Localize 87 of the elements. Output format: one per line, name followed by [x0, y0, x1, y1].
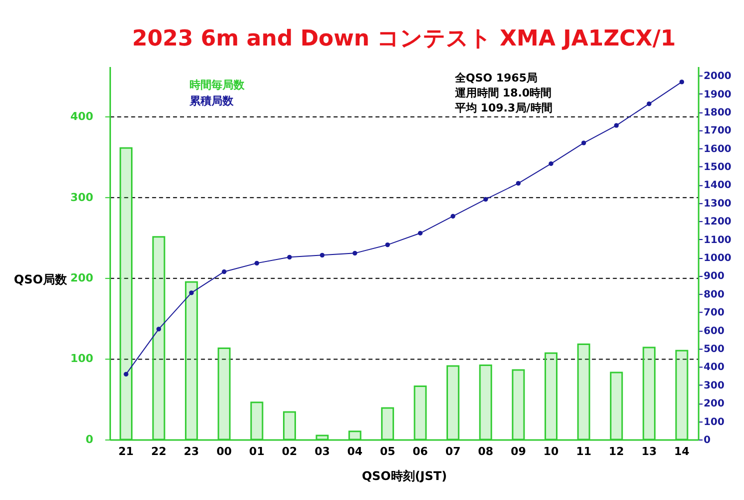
bar: [218, 348, 231, 440]
y2-tick-label: 1900: [704, 89, 732, 100]
y2-tick-label: 1600: [704, 144, 732, 155]
y2-tick-label: 1800: [704, 107, 732, 118]
y2-tick-label: 2000: [704, 71, 732, 82]
point: [679, 80, 684, 84]
bar: [675, 350, 688, 440]
y-tick-label: 300: [70, 190, 94, 204]
x-tick-label: 07: [445, 444, 461, 458]
text: 累積局数: [188, 94, 234, 108]
x-tick-label: 08: [478, 444, 494, 458]
x-tick-label: 06: [412, 444, 428, 458]
point: [189, 290, 194, 296]
bar: [642, 346, 656, 440]
x-tick-label: 12: [608, 444, 624, 458]
y-tick-label: 100: [70, 352, 94, 366]
y2-tick-label: 1700: [704, 126, 732, 137]
x-tick-label: 03: [314, 444, 330, 458]
x-tick-label: 11: [576, 444, 592, 458]
x-tick-label: 04: [347, 444, 363, 458]
x-tick-label: 00: [216, 444, 232, 458]
x-tick-label: 02: [282, 444, 298, 458]
y-tick-label: 400: [70, 110, 94, 124]
point: [418, 230, 423, 236]
y2-tick-label: 400: [704, 362, 724, 374]
point: [483, 196, 488, 202]
point: [352, 250, 358, 256]
x-tick-label: 22: [151, 444, 166, 458]
annotation: 運用時間 18.0時間: [454, 86, 552, 100]
bar: [577, 343, 590, 440]
bar: [381, 407, 394, 440]
x-tick-label: 14: [674, 444, 690, 458]
y-axis-title: QSO局数: [14, 272, 68, 287]
point: [124, 372, 128, 376]
y2-tick-label: 900: [704, 271, 724, 282]
bar: [512, 369, 525, 440]
point: [614, 123, 619, 128]
y2-tick-label: 200: [704, 398, 724, 410]
x-tick-label: 23: [184, 444, 200, 458]
bar: [152, 236, 166, 440]
y2-tick-label: 1400: [704, 180, 732, 192]
x-tick-label: 05: [380, 444, 396, 458]
y2-tick-label: 300: [704, 380, 724, 392]
point: [548, 161, 554, 166]
point: [254, 260, 260, 266]
point: [385, 242, 390, 248]
bar: [479, 364, 492, 440]
point: [581, 140, 586, 146]
point: [222, 269, 226, 274]
bar: [610, 372, 623, 440]
y-tick-label: 200: [70, 272, 94, 285]
bar: [414, 385, 427, 440]
bar: [184, 281, 198, 440]
point: [287, 254, 292, 260]
point: [450, 214, 456, 219]
y2-tick-label: 1200: [704, 216, 732, 228]
point: [320, 252, 325, 258]
x-tick-label: 10: [543, 444, 560, 458]
point: [516, 180, 521, 186]
x-tick-label: 13: [641, 444, 657, 458]
y2-tick-label: 1500: [704, 162, 732, 174]
bar: [544, 352, 558, 440]
x-axis-title: QSO時刻(JST): [362, 468, 447, 483]
text: 時間毎局数: [189, 78, 246, 92]
annotation: 全QSO 1965局: [454, 71, 538, 84]
y2-tick-label: 500: [704, 344, 724, 356]
chart-title: 2023 6m and Down コンテスト XMA JA1ZCX/1: [132, 26, 676, 52]
x-tick-label: 01: [249, 444, 264, 458]
y2-tick-label: 100: [704, 416, 724, 428]
y2-tick-label: 800: [704, 289, 724, 300]
bar: [250, 402, 264, 440]
bar: [446, 365, 460, 440]
y2-tick-label: 0: [704, 434, 711, 446]
y2-tick-label: 600: [704, 326, 724, 337]
point: [156, 326, 162, 332]
y-tick-label: 0: [86, 432, 94, 446]
y2-tick-label: 700: [704, 308, 724, 319]
annotation: 平均 109.3局/時間: [454, 101, 552, 114]
point: [646, 101, 652, 106]
y2-tick-label: 1300: [704, 198, 732, 210]
bar: [120, 147, 133, 440]
y2-tick-label: 1000: [704, 253, 732, 264]
bar: [283, 411, 296, 440]
bar: [348, 430, 362, 440]
y2-tick-label: 1100: [704, 234, 732, 246]
x-tick-label: 21: [118, 444, 134, 458]
x-tick-label: 09: [510, 444, 526, 458]
